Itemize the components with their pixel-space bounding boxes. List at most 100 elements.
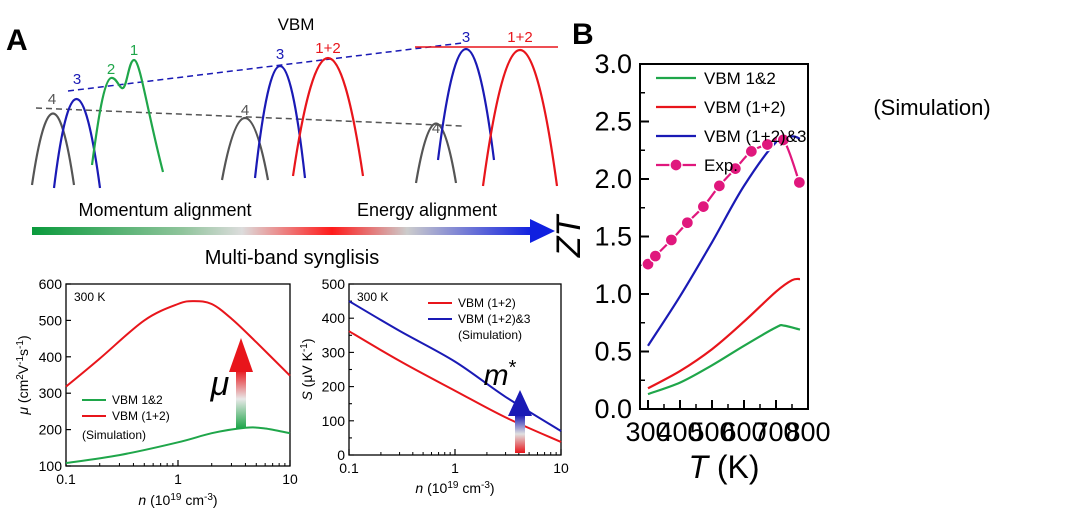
blue-dashed-line xyxy=(67,42,463,92)
x-axis-sup: -3 xyxy=(204,492,213,503)
y-tick-label: 400 xyxy=(322,310,346,326)
band-label: 3 xyxy=(462,29,470,46)
series-line-vbm-1-2 xyxy=(647,323,801,396)
series-line-vbm-1-2- xyxy=(348,330,562,443)
y-axis-label: ZT xyxy=(550,214,588,259)
y-axis-unit: s xyxy=(15,349,31,356)
series-line-vbm-1-2- xyxy=(65,300,291,388)
synglisis-caption: Multi-band synglisis xyxy=(205,247,380,269)
band-label: 3 xyxy=(276,46,284,63)
temperature-annotation: 300 K xyxy=(357,290,388,304)
y-tick-label: 300 xyxy=(322,344,346,360)
y-axis-label: S (μV K-1) xyxy=(299,338,316,400)
data-point xyxy=(680,216,695,230)
x-axis-unit: (10 xyxy=(423,480,447,496)
legend-note: (Simulation) xyxy=(458,328,522,342)
vbm-label: VBM xyxy=(278,15,315,34)
temperature-annotation: 300 K xyxy=(74,290,105,304)
x-axis-unit: ) xyxy=(213,492,218,508)
energy-alignment-label: Energy alignment xyxy=(357,200,497,220)
x-axis-sup: -3 xyxy=(481,480,490,491)
m-symbol: m xyxy=(484,359,509,392)
legend-label: VBM (1+2)&3 xyxy=(704,127,807,146)
band-3-group3 xyxy=(436,47,496,161)
y-axis-unit: (μV K xyxy=(299,351,315,391)
band-12-group2 xyxy=(291,57,365,177)
band-label: 1+2 xyxy=(507,29,532,46)
y-axis-sup: -1 xyxy=(299,343,310,352)
y-axis-unit: (cm xyxy=(15,380,31,407)
x-tick-label: 400 xyxy=(657,417,702,447)
x-axis-sup: 19 xyxy=(447,480,459,491)
band-4-group3 xyxy=(414,122,458,184)
series-line-vbm-1-2-3 xyxy=(647,135,801,347)
band-3-group2 xyxy=(253,64,307,179)
y-tick-label: 500 xyxy=(322,276,346,292)
band-label: 1+2 xyxy=(315,40,340,57)
x-tick-label: 0.1 xyxy=(339,460,359,476)
m-star: * xyxy=(509,357,517,379)
simulation-annotation: (Simulation) xyxy=(873,95,990,120)
y-tick-label: 600 xyxy=(39,276,63,292)
y-axis-sup: -1 xyxy=(15,340,26,349)
data-point xyxy=(776,133,791,147)
band-4-group1 xyxy=(30,112,76,186)
synglisis-arrow-head xyxy=(530,219,555,243)
band-12-group1 xyxy=(90,58,165,173)
x-tick-label: 600 xyxy=(721,417,766,447)
panel-b-letter: B xyxy=(572,18,594,51)
x-tick-label: 300 xyxy=(625,417,670,447)
x-tick-label: 500 xyxy=(689,417,734,447)
x-axis-unit: (10 xyxy=(146,492,170,508)
y-tick-label: 300 xyxy=(39,385,63,401)
plot-frame xyxy=(348,283,562,456)
y-tick-label: 100 xyxy=(322,413,346,429)
y-axis-unit: ) xyxy=(15,335,31,340)
y-axis-sup: -1 xyxy=(15,356,26,365)
data-point xyxy=(712,179,727,193)
y-tick-label: 0.0 xyxy=(594,394,632,424)
band-label: 1 xyxy=(130,42,138,59)
x-tick-label: 10 xyxy=(282,471,298,487)
legend-label: VBM (1+2) xyxy=(704,98,786,117)
y-tick-label: 2.5 xyxy=(594,107,632,137)
y-axis-unit: ) xyxy=(299,338,315,343)
y-tick-label: 500 xyxy=(39,312,63,328)
y-tick-label: 200 xyxy=(39,422,63,438)
x-tick-label: 10 xyxy=(553,460,569,476)
legend-label: VBM 1&2 xyxy=(112,393,163,407)
y-axis-sup: 2 xyxy=(15,374,26,380)
x-tick-label: 0.1 xyxy=(56,471,76,487)
y-tick-label: 3.0 xyxy=(594,49,632,79)
x-axis-sup: 19 xyxy=(170,492,182,503)
x-axis-label: n (1019 cm-3) xyxy=(415,480,494,497)
x-axis-symbol: n xyxy=(415,480,423,496)
mu-arrow-head xyxy=(229,338,253,372)
x-tick-label: 1 xyxy=(174,471,182,487)
panel-a-letter: A xyxy=(6,24,28,57)
band-4-group2 xyxy=(220,116,270,181)
data-point xyxy=(728,161,743,176)
gray-dashed-line xyxy=(35,107,463,127)
x-axis-label: n (1019 cm-3) xyxy=(138,492,217,509)
x-tick-label: 1 xyxy=(451,460,459,476)
y-axis-unit: V xyxy=(15,364,31,374)
x-axis-symbol: T xyxy=(688,449,710,485)
data-point xyxy=(648,249,663,263)
legend-label: Exp. xyxy=(704,156,738,175)
data-point xyxy=(792,175,807,190)
m-arrow-head xyxy=(508,390,532,416)
y-tick-label: 1.0 xyxy=(594,279,632,309)
data-point xyxy=(641,257,655,271)
band-3-group1 xyxy=(52,97,102,189)
band-label: 4 xyxy=(432,120,440,137)
y-tick-label: 1.5 xyxy=(594,222,632,252)
legend-label: VBM (1+2)&3 xyxy=(458,312,531,326)
x-tick-label: 800 xyxy=(785,417,830,447)
y-tick-label: 400 xyxy=(39,349,63,365)
band-schematic: A VBM 4 3 2 1 4 3 1+2 4 3 1+2 Momentum a… xyxy=(6,15,559,269)
